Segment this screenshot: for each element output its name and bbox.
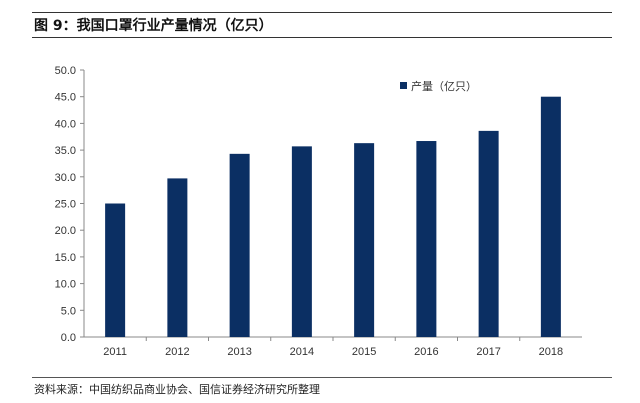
bar-2014 bbox=[291, 146, 312, 337]
bottom-rule bbox=[32, 377, 612, 378]
legend: 产量（亿只） bbox=[400, 79, 477, 93]
figure-title: 图 9：我国口罩行业产量情况（亿只） bbox=[34, 18, 273, 34]
bar-2015 bbox=[354, 143, 375, 337]
x-tick-label: 2014 bbox=[290, 346, 314, 358]
y-tick-label: 25.0 bbox=[55, 199, 76, 211]
legend-swatch bbox=[400, 82, 407, 89]
y-tick-label: 35.0 bbox=[55, 145, 76, 157]
bar-2016 bbox=[416, 141, 437, 337]
x-axis: 2011 2012 2013 2014 2015 2016 2017 2018 bbox=[84, 336, 582, 358]
y-tick-label: 30.0 bbox=[55, 172, 76, 184]
y-tick-label: 0.0 bbox=[61, 332, 76, 344]
x-tick-label: 2016 bbox=[414, 346, 438, 358]
x-tick-label: 2011 bbox=[103, 346, 127, 358]
bars bbox=[105, 96, 561, 337]
y-tick-label: 50.0 bbox=[55, 65, 76, 77]
source-note: 资料来源：中国纺织品商业协会、国信证券经济研究所整理 bbox=[34, 383, 320, 396]
y-tick-label: 40.0 bbox=[55, 118, 76, 130]
y-axis: 0.0 5.0 10.0 15.0 20.0 25.0 30.0 35.0 40.0 45.0 50… bbox=[55, 65, 85, 344]
x-tick-label: 2015 bbox=[352, 346, 376, 358]
y-tick-label: 45.0 bbox=[55, 92, 76, 104]
y-tick-label: 10.0 bbox=[55, 279, 76, 291]
bar-2013 bbox=[229, 153, 250, 337]
bar-2012 bbox=[167, 178, 188, 337]
legend-label: 产量（亿只） bbox=[411, 79, 477, 93]
top-rule bbox=[32, 12, 612, 13]
bar-2018 bbox=[540, 96, 561, 337]
x-tick-label: 2017 bbox=[476, 346, 500, 358]
bar-2011 bbox=[105, 203, 126, 337]
y-tick-label: 15.0 bbox=[55, 252, 76, 264]
x-tick-label: 2013 bbox=[227, 346, 251, 358]
title-rule bbox=[32, 37, 612, 38]
x-tick-label: 2018 bbox=[539, 346, 563, 358]
x-tick-label: 2012 bbox=[165, 346, 189, 358]
y-tick-label: 5.0 bbox=[61, 305, 76, 317]
y-tick-label: 20.0 bbox=[55, 225, 76, 237]
bar-2017 bbox=[478, 130, 499, 337]
